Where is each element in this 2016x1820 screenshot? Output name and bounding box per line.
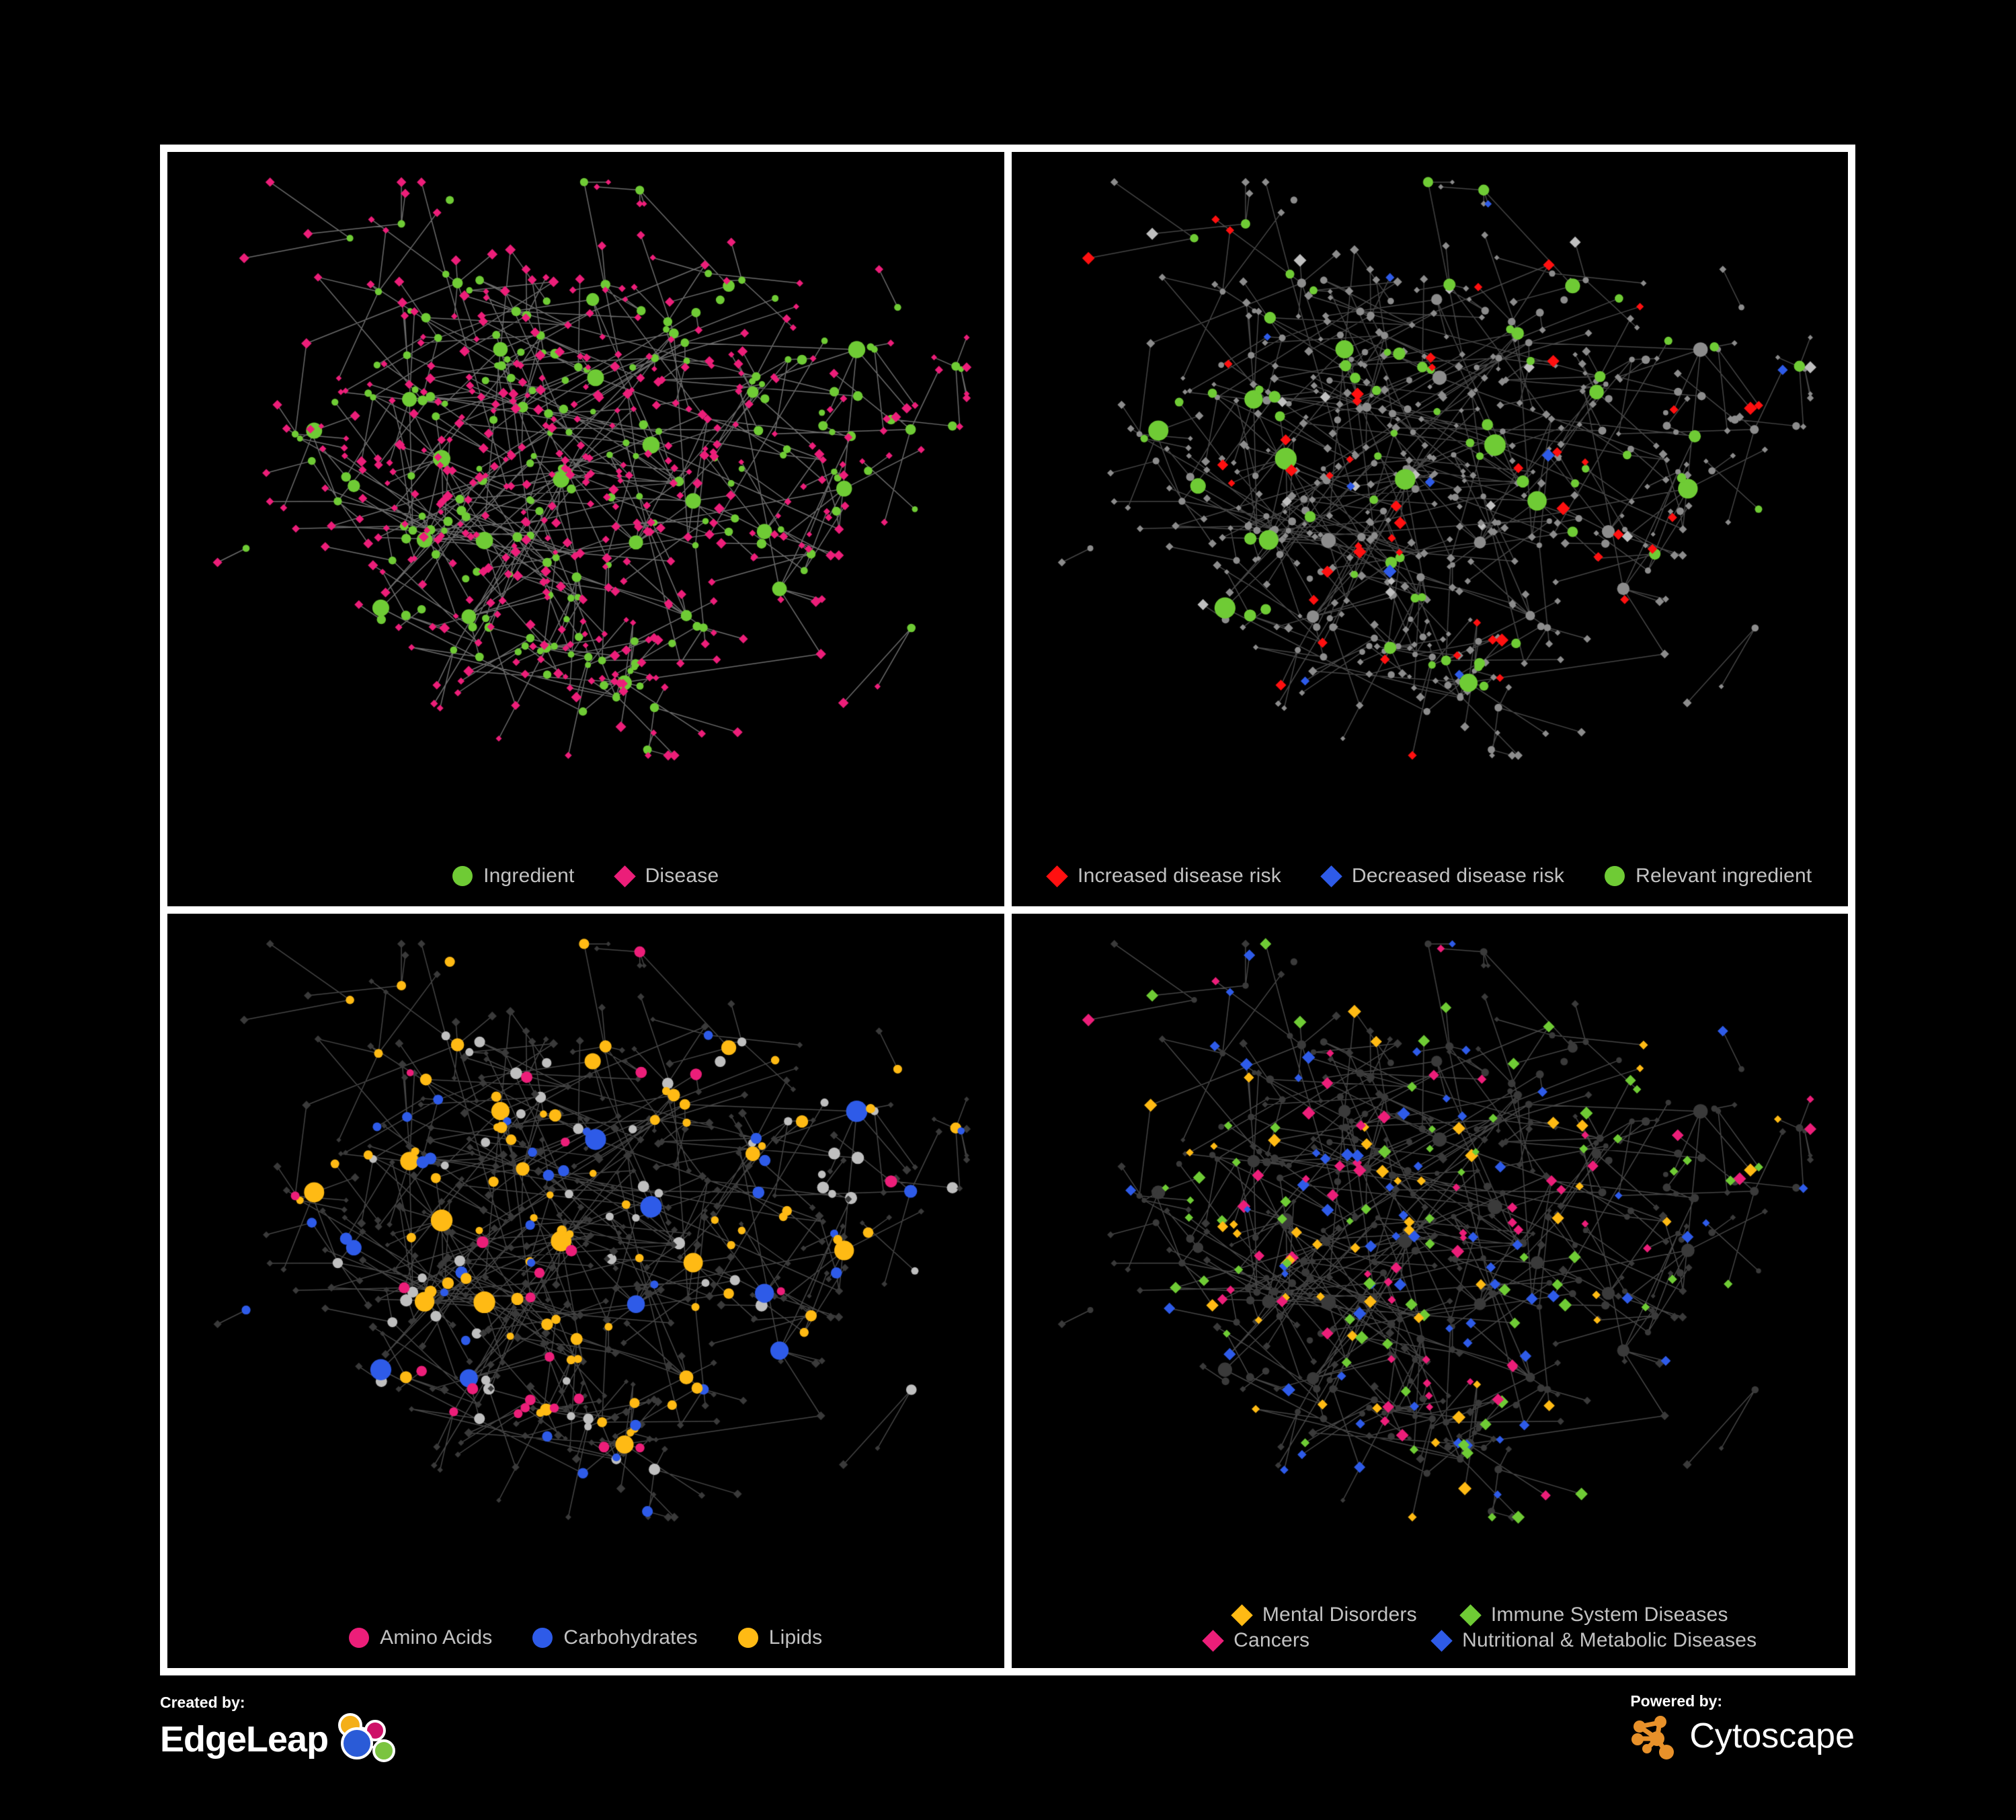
figure-frame: Ingredient Disease Increased disease ris… bbox=[160, 145, 1855, 1675]
network-canvas-ingredient-class[interactable] bbox=[167, 914, 1004, 1668]
cytoscape-logo[interactable]: Powered by: bbox=[1630, 1693, 1855, 1760]
panel-disease-class[interactable]: Mental Disorders Immune System Diseases … bbox=[1011, 914, 1848, 1668]
network-canvas-disease-class[interactable] bbox=[1011, 914, 1848, 1668]
edgeleap-node-graph-icon bbox=[338, 1713, 396, 1762]
cytoscape-wordmark: Cytoscape bbox=[1689, 1716, 1855, 1755]
powered-by-label: Powered by: bbox=[1630, 1692, 1723, 1710]
edgeleap-wordmark: EdgeLeap bbox=[160, 1719, 329, 1759]
edgeleap-logo[interactable]: Created by: EdgeLeap bbox=[157, 1694, 399, 1766]
panel-ingredient-class[interactable]: Amino Acids Carbohydrates Lipids bbox=[167, 914, 1004, 1668]
network-canvas-disease-risk[interactable] bbox=[1011, 152, 1848, 906]
cytoscape-network-icon bbox=[1631, 1716, 1675, 1759]
edgeleap-mark: EdgeLeap bbox=[160, 1713, 399, 1766]
footer: Created by: EdgeLeap bbox=[0, 1681, 2016, 1820]
created-by-label: Created by: bbox=[160, 1694, 245, 1711]
panel-disease-risk[interactable]: Increased disease risk Decreased disease… bbox=[1011, 152, 1848, 906]
cytoscape-mark: Cytoscape bbox=[1630, 1712, 1855, 1760]
panel-ingredient-disease[interactable]: Ingredient Disease bbox=[167, 152, 1004, 906]
network-canvas-ingredient-disease[interactable] bbox=[167, 152, 1004, 906]
